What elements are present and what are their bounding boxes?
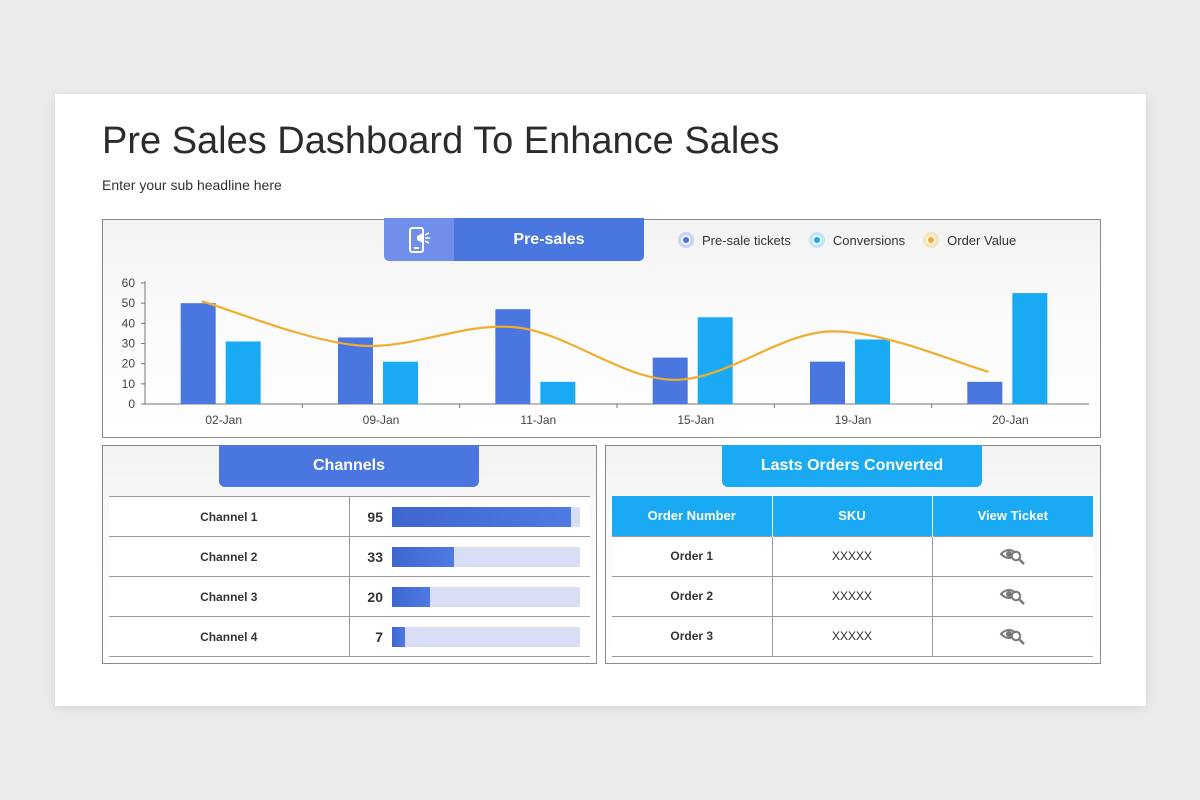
channel-name: Channel 3 [109,576,350,617]
bar-presale [810,361,845,404]
bar-presale [967,381,1003,404]
page-title: Pre Sales Dashboard To Enhance Sales [102,120,780,162]
bar-presale [180,303,216,404]
channel-value: 33 [349,536,391,577]
y-tick-label: 40 [122,316,136,330]
channels-table: Channel 1 95 Channel 2 33 Channel 3 20 Channel… [109,496,590,657]
channel-value: 7 [349,616,391,657]
column-header-view-ticket: View Ticket [932,496,1093,536]
view-search-icon[interactable] [999,545,1027,568]
bar-conversion [1012,293,1048,404]
x-tick-label: 19-Jan [835,413,872,427]
orders-panel: Lasts Orders Converted Order Number SKU … [605,445,1101,664]
phone-megaphone-icon [384,218,454,261]
legend-marker-presale [678,232,694,248]
legend-item-order-value: Order Value [923,232,1016,248]
legend-label-presale: Pre-sale tickets [702,232,791,248]
legend-item-presale: Pre-sale tickets [678,232,791,248]
column-header-order-number: Order Number [612,496,773,536]
table-row: Channel 1 95 [109,496,590,537]
presales-tab: Pre-sales [384,218,644,261]
table-row: Channel 2 33 [109,536,590,577]
y-tick-label: 0 [128,397,135,411]
channels-panel: Channels Channel 1 95 Channel 2 33 Channel 3… [102,445,597,664]
table-row: Order 2 XXXXX [612,575,1093,617]
channel-bar-fill [392,626,406,647]
channel-bar-track [392,546,580,567]
view-ticket-cell [932,575,1093,617]
x-tick-label: 09-Jan [363,413,400,427]
channel-bar-cell [391,536,590,577]
order-number: Order 3 [612,615,773,657]
bar-conversion [225,341,261,404]
orders-header-row: Order Number SKU View Ticket [612,496,1093,536]
bar-presale [495,309,531,404]
legend-marker-conversion [808,232,825,248]
y-tick-label: 20 [122,357,136,371]
view-ticket-cell [932,535,1093,577]
presales-chart-panel: Pre-sales Pre-sale tickets Conversions O… [102,218,1101,438]
order-number: Order 1 [612,535,773,577]
bar-conversion [855,339,890,404]
bar-conversion [383,361,418,404]
channel-bar-track [392,586,580,607]
x-tick-label: 15-Jan [677,413,714,427]
channel-bar-cell [391,496,590,537]
legend-label-order-value: Order Value [947,232,1017,248]
bar-presale [338,337,373,404]
page-subtitle: Enter your sub headline here [102,177,282,193]
orders-table: Order Number SKU View Ticket Order 1 XXXX… [612,496,1093,657]
channel-name: Channel 4 [109,616,350,657]
channel-value: 95 [349,496,391,537]
order-sku: XXXXX [772,535,933,577]
y-tick-label: 10 [122,377,136,391]
legend-item-conversion: Conversions [808,232,906,248]
presales-chart: 0 10 20 30 40 50 60 02-Jan 09-Jan 11-Jan 15-Jan 19-… [122,276,1089,427]
channel-bar-cell [391,616,590,657]
channel-bar-fill [392,506,571,527]
column-header-sku: SKU [772,496,933,536]
x-tick-label: 11-Jan [520,413,556,427]
orders-tab: Lasts Orders Converted [722,445,982,487]
presales-tab-label: Pre-sales [454,218,644,261]
channel-value: 20 [349,576,391,617]
bar-conversion [540,381,576,404]
channel-bar-fill [392,546,455,567]
table-row: Channel 3 20 [109,576,590,617]
slide: Pre Sales Dashboard To Enhance Sales Ent… [55,94,1146,706]
table-row: Order 1 XXXXX [612,535,1093,577]
table-row: Order 3 XXXXX [612,615,1093,657]
y-tick-label: 30 [122,337,136,351]
y-tick-label: 60 [122,276,136,290]
legend-marker-order-value [923,232,940,248]
x-tick-label: 02-Jan [205,413,242,427]
order-sku: XXXXX [772,575,933,617]
bar-conversion [697,317,733,404]
channel-name: Channel 1 [109,496,350,537]
view-search-icon[interactable] [999,625,1027,648]
legend-label-conversion: Conversions [832,232,906,248]
channel-name: Channel 2 [109,536,350,577]
order-sku: XXXXX [772,615,933,657]
view-search-icon[interactable] [999,585,1027,608]
y-tick-label: 50 [122,296,136,310]
channels-tab: Channels [219,445,479,487]
bar-presale [652,357,688,404]
channel-bar-cell [391,576,590,617]
line-order-value [201,300,989,381]
channel-bar-track [392,626,580,647]
channel-bar-fill [392,586,430,607]
channel-bar-track [392,506,580,527]
view-ticket-cell [932,615,1093,657]
x-tick-label: 20-Jan [992,413,1029,427]
chart-legend: Pre-sale tickets Conversions Order Value [678,232,1016,248]
order-number: Order 2 [612,575,773,617]
